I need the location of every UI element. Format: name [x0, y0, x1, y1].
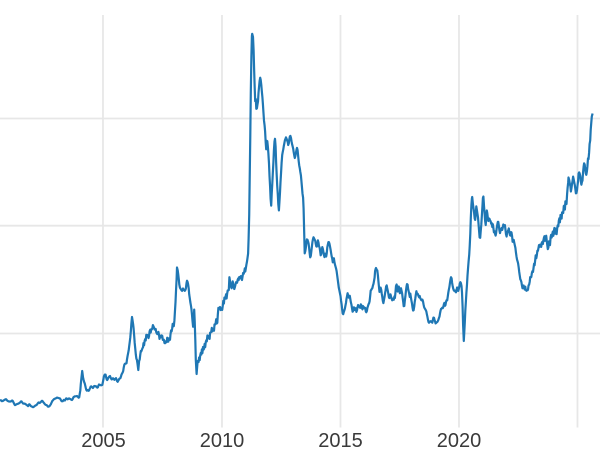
- svg-text:2005: 2005: [81, 430, 126, 450]
- svg-text:2010: 2010: [200, 430, 245, 450]
- svg-text:2015: 2015: [318, 430, 363, 450]
- svg-text:2020: 2020: [437, 430, 482, 450]
